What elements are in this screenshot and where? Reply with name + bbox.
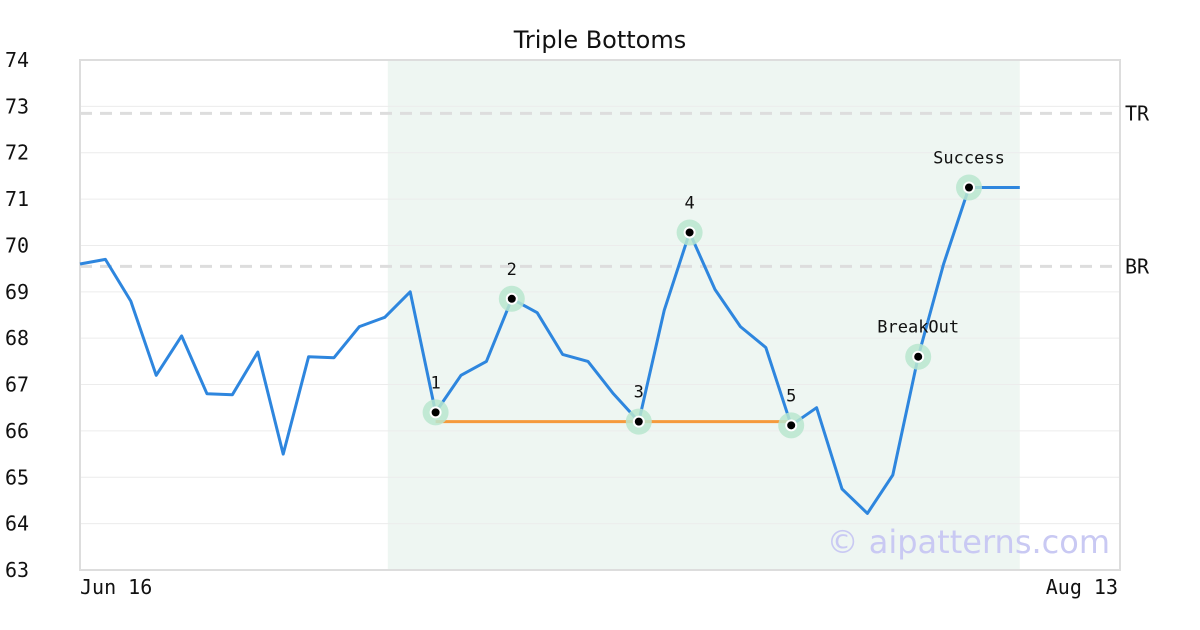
level-label-br: BR (1125, 254, 1150, 278)
level-label-tr: TR (1125, 101, 1150, 125)
price-line (79, 186, 1020, 515)
y-tick-label: 63 (5, 558, 29, 582)
pattern-point (632, 415, 645, 428)
pattern-point-label: BreakOut (877, 318, 959, 338)
pattern-point (963, 181, 975, 194)
y-tick-label: 73 (5, 94, 29, 118)
y-tick-label: 70 (5, 233, 29, 257)
y-tick-label: 66 (5, 419, 29, 443)
pattern-point-label: 1 (430, 373, 440, 393)
pattern-point-label: Success (933, 149, 1005, 169)
pattern-point (505, 292, 518, 305)
pattern-point-label: 4 (684, 193, 694, 213)
pattern-point-label: 5 (786, 386, 796, 406)
y-tick-label: 68 (5, 326, 29, 350)
x-tick-label: Aug 13 (1046, 575, 1118, 599)
pattern-point-label: 2 (507, 260, 517, 280)
pattern-region (387, 60, 1020, 570)
pattern-point-label: 3 (634, 383, 644, 403)
y-tick-label: 65 (5, 465, 29, 489)
plot-frame (79, 59, 1121, 571)
pattern-point (683, 226, 696, 239)
y-tick-label: 72 (5, 141, 29, 165)
watermark: © aipatterns.com (827, 523, 1110, 561)
y-tick-label: 67 (5, 373, 29, 397)
chart-title: Triple Bottoms (513, 26, 687, 54)
pattern-point (912, 350, 925, 363)
y-tick-label: 64 (5, 512, 29, 536)
pattern-point (429, 406, 442, 419)
pattern-point (785, 419, 798, 432)
y-tick-label: 69 (5, 280, 29, 304)
y-tick-label: 71 (5, 187, 29, 211)
y-tick-label: 74 (5, 48, 29, 72)
x-tick-label: Jun 16 (80, 575, 152, 599)
